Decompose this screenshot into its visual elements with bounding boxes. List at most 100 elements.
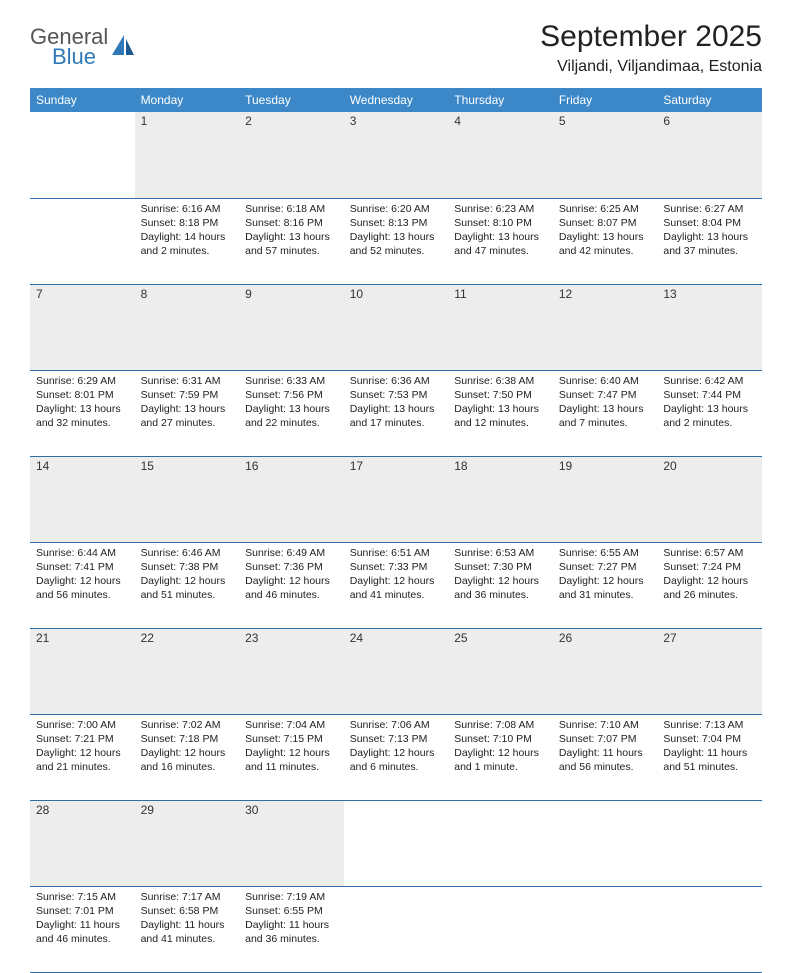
day-cell: Sunrise: 7:17 AMSunset: 6:58 PMDaylight:…: [135, 886, 240, 972]
day-content: Sunrise: 6:42 AMSunset: 7:44 PMDaylight:…: [657, 371, 762, 437]
sunset-text: Sunset: 8:10 PM: [454, 216, 547, 230]
title-block: September 2025 Viljandi, Viljandimaa, Es…: [540, 20, 762, 76]
day-content: Sunrise: 7:00 AMSunset: 7:21 PMDaylight:…: [30, 715, 135, 781]
day-cell: Sunrise: 6:40 AMSunset: 7:47 PMDaylight:…: [553, 370, 658, 456]
weekday-header: Friday: [553, 88, 658, 112]
daylight-text: Daylight: 12 hours and 1 minute.: [454, 746, 547, 774]
day-number-cell: 14: [30, 456, 135, 542]
sunset-text: Sunset: 8:07 PM: [559, 216, 652, 230]
calendar-table: SundayMondayTuesdayWednesdayThursdayFrid…: [30, 88, 762, 973]
daylight-text: Daylight: 12 hours and 16 minutes.: [141, 746, 234, 774]
day-number-cell: 9: [239, 284, 344, 370]
day-content: Sunrise: 6:36 AMSunset: 7:53 PMDaylight:…: [344, 371, 449, 437]
day-content: Sunrise: 6:16 AMSunset: 8:18 PMDaylight:…: [135, 199, 240, 265]
day-cell: Sunrise: 6:44 AMSunset: 7:41 PMDaylight:…: [30, 542, 135, 628]
day-content: Sunrise: 6:33 AMSunset: 7:56 PMDaylight:…: [239, 371, 344, 437]
daylight-text: Daylight: 12 hours and 21 minutes.: [36, 746, 129, 774]
day-number: 15: [135, 457, 240, 475]
daylight-text: Daylight: 12 hours and 56 minutes.: [36, 574, 129, 602]
sunrise-text: Sunrise: 6:38 AM: [454, 374, 547, 388]
sunset-text: Sunset: 7:50 PM: [454, 388, 547, 402]
day-content: Sunrise: 6:25 AMSunset: 8:07 PMDaylight:…: [553, 199, 658, 265]
daylight-text: Daylight: 11 hours and 41 minutes.: [141, 918, 234, 946]
day-content: Sunrise: 6:40 AMSunset: 7:47 PMDaylight:…: [553, 371, 658, 437]
daylight-text: Daylight: 13 hours and 2 minutes.: [663, 402, 756, 430]
day-number: 1: [135, 112, 240, 130]
day-number-cell: 23: [239, 628, 344, 714]
day-number-cell: 16: [239, 456, 344, 542]
day-cell: Sunrise: 6:31 AMSunset: 7:59 PMDaylight:…: [135, 370, 240, 456]
sunset-text: Sunset: 7:41 PM: [36, 560, 129, 574]
day-cell: [448, 886, 553, 972]
weekday-header: Saturday: [657, 88, 762, 112]
day-content: Sunrise: 6:51 AMSunset: 7:33 PMDaylight:…: [344, 543, 449, 609]
day-number-cell: 27: [657, 628, 762, 714]
day-content: Sunrise: 6:29 AMSunset: 8:01 PMDaylight:…: [30, 371, 135, 437]
sunset-text: Sunset: 7:10 PM: [454, 732, 547, 746]
sunset-text: Sunset: 7:47 PM: [559, 388, 652, 402]
daylight-text: Daylight: 14 hours and 2 minutes.: [141, 230, 234, 258]
sunrise-text: Sunrise: 6:16 AM: [141, 202, 234, 216]
daylight-text: Daylight: 13 hours and 32 minutes.: [36, 402, 129, 430]
day-content: Sunrise: 7:13 AMSunset: 7:04 PMDaylight:…: [657, 715, 762, 781]
day-cell: Sunrise: 6:36 AMSunset: 7:53 PMDaylight:…: [344, 370, 449, 456]
day-number: 22: [135, 629, 240, 647]
day-number: 6: [657, 112, 762, 130]
sunset-text: Sunset: 7:36 PM: [245, 560, 338, 574]
day-cell: [344, 886, 449, 972]
daylight-text: Daylight: 12 hours and 31 minutes.: [559, 574, 652, 602]
day-content: Sunrise: 7:06 AMSunset: 7:13 PMDaylight:…: [344, 715, 449, 781]
day-number: 17: [344, 457, 449, 475]
sunset-text: Sunset: 7:33 PM: [350, 560, 443, 574]
month-title: September 2025: [540, 20, 762, 54]
calendar-body: 123456Sunrise: 6:16 AMSunset: 8:18 PMDay…: [30, 112, 762, 972]
sunrise-text: Sunrise: 6:27 AM: [663, 202, 756, 216]
day-number: 21: [30, 629, 135, 647]
day-number: 2: [239, 112, 344, 130]
day-number-cell: 20: [657, 456, 762, 542]
daylight-text: Daylight: 12 hours and 11 minutes.: [245, 746, 338, 774]
day-number: 4: [448, 112, 553, 130]
sunrise-text: Sunrise: 6:51 AM: [350, 546, 443, 560]
day-number-cell: 10: [344, 284, 449, 370]
sunset-text: Sunset: 8:16 PM: [245, 216, 338, 230]
daylight-text: Daylight: 12 hours and 36 minutes.: [454, 574, 547, 602]
daylight-text: Daylight: 13 hours and 47 minutes.: [454, 230, 547, 258]
day-content: Sunrise: 7:02 AMSunset: 7:18 PMDaylight:…: [135, 715, 240, 781]
day-number-cell: [553, 800, 658, 886]
daylight-text: Daylight: 11 hours and 51 minutes.: [663, 746, 756, 774]
day-cell: Sunrise: 6:25 AMSunset: 8:07 PMDaylight:…: [553, 198, 658, 284]
sunset-text: Sunset: 7:56 PM: [245, 388, 338, 402]
day-number-cell: 6: [657, 112, 762, 198]
weekday-header: Tuesday: [239, 88, 344, 112]
day-cell: Sunrise: 6:55 AMSunset: 7:27 PMDaylight:…: [553, 542, 658, 628]
day-content: Sunrise: 6:55 AMSunset: 7:27 PMDaylight:…: [553, 543, 658, 609]
sunrise-text: Sunrise: 6:25 AM: [559, 202, 652, 216]
day-content: Sunrise: 6:38 AMSunset: 7:50 PMDaylight:…: [448, 371, 553, 437]
day-number: 26: [553, 629, 658, 647]
day-number: 25: [448, 629, 553, 647]
day-content: Sunrise: 7:19 AMSunset: 6:55 PMDaylight:…: [239, 887, 344, 953]
day-number: 28: [30, 801, 135, 819]
sunrise-text: Sunrise: 6:23 AM: [454, 202, 547, 216]
day-number: 19: [553, 457, 658, 475]
day-number-cell: 19: [553, 456, 658, 542]
day-content: Sunrise: 7:08 AMSunset: 7:10 PMDaylight:…: [448, 715, 553, 781]
sunset-text: Sunset: 7:21 PM: [36, 732, 129, 746]
daylight-text: Daylight: 13 hours and 37 minutes.: [663, 230, 756, 258]
day-content: Sunrise: 6:27 AMSunset: 8:04 PMDaylight:…: [657, 199, 762, 265]
sunrise-text: Sunrise: 7:04 AM: [245, 718, 338, 732]
day-number: 12: [553, 285, 658, 303]
sunset-text: Sunset: 6:55 PM: [245, 904, 338, 918]
day-number-cell: 28: [30, 800, 135, 886]
sunrise-text: Sunrise: 6:31 AM: [141, 374, 234, 388]
day-cell: Sunrise: 6:33 AMSunset: 7:56 PMDaylight:…: [239, 370, 344, 456]
day-cell: Sunrise: 7:08 AMSunset: 7:10 PMDaylight:…: [448, 714, 553, 800]
day-cell: Sunrise: 6:42 AMSunset: 7:44 PMDaylight:…: [657, 370, 762, 456]
day-number-cell: 7: [30, 284, 135, 370]
sunrise-text: Sunrise: 7:08 AM: [454, 718, 547, 732]
day-cell: Sunrise: 6:51 AMSunset: 7:33 PMDaylight:…: [344, 542, 449, 628]
day-number-cell: 24: [344, 628, 449, 714]
day-number-cell: 25: [448, 628, 553, 714]
day-cell: Sunrise: 7:04 AMSunset: 7:15 PMDaylight:…: [239, 714, 344, 800]
